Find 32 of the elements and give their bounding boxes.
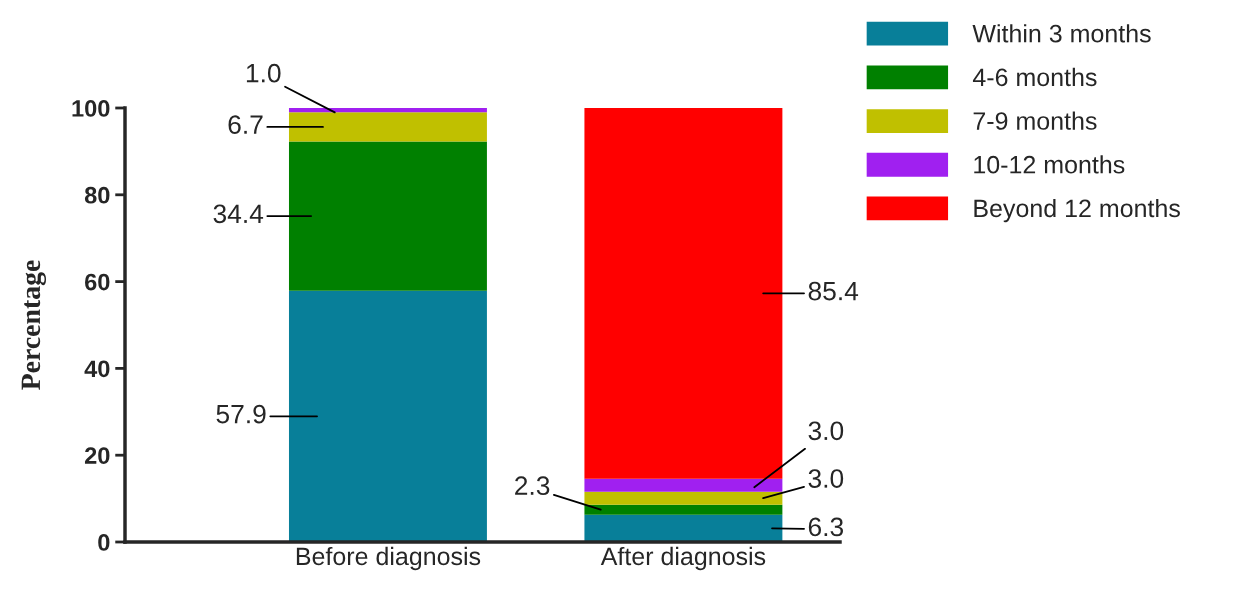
- legend-label: 7-9 months: [973, 111, 1097, 130]
- bar: [584, 504, 783, 515]
- x-tick-label: Before diagnosis: [296, 546, 481, 571]
- y-tick-label: 20: [84, 447, 110, 464]
- bar: [584, 478, 783, 492]
- y-tick-label: 40: [84, 360, 110, 378]
- bar: [584, 108, 783, 479]
- legend-label: 4-6 months: [972, 67, 1097, 87]
- data-label: 6.7: [228, 115, 263, 134]
- data-label: 3.0: [808, 421, 844, 441]
- data-label: 3.0: [808, 469, 844, 488]
- data-label: 2.3: [515, 476, 550, 496]
- bar: [584, 514, 783, 542]
- legend-label: Beyond 12 months: [974, 198, 1180, 223]
- y-tick-label: 80: [84, 186, 110, 204]
- y-axis-title: Percentage: [21, 260, 47, 390]
- y-tick-label: 0: [98, 534, 110, 551]
- y-tick-label: 60: [85, 273, 110, 291]
- bar: [584, 491, 783, 505]
- data-label: 34.4: [213, 204, 264, 224]
- data-label: 85.4: [808, 281, 859, 301]
- y-tick-label: 100: [72, 100, 110, 117]
- bar: [288, 141, 487, 291]
- bar: [288, 290, 487, 542]
- data-label: 1.0: [246, 63, 281, 83]
- x-tick-label: After diagnosis: [600, 546, 766, 571]
- data-label: 6.3: [808, 517, 844, 537]
- legend-label: 10-12 months: [974, 155, 1125, 174]
- legend-label: Within 3 months: [972, 24, 1151, 43]
- data-label: 57.9: [216, 404, 266, 424]
- bar: [288, 112, 487, 142]
- bar: [288, 108, 487, 113]
